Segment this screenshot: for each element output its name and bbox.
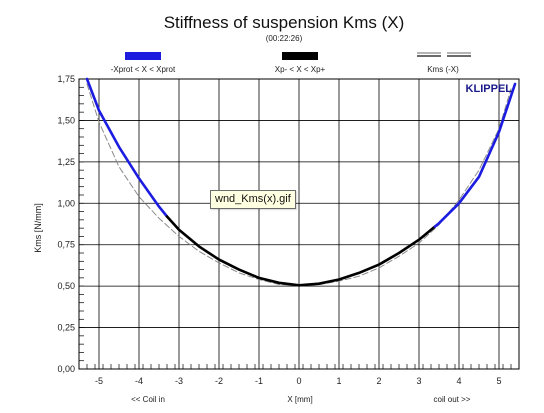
legend-label: -Xprot < X < Xprot xyxy=(111,65,176,74)
x-tick-label: 4 xyxy=(456,376,461,386)
x-tick-label: -3 xyxy=(175,376,183,386)
legend-label: Xp- < X < Xp+ xyxy=(275,65,326,74)
y-tick-label: 0,50 xyxy=(57,281,75,291)
filename-tooltip: wnd_Kms(x).gif xyxy=(210,190,296,209)
x-tick-label: 0 xyxy=(296,376,301,386)
x-tick-label: -2 xyxy=(215,376,223,386)
legend-swatch xyxy=(125,52,161,60)
series-line xyxy=(433,82,517,228)
series-line xyxy=(85,77,169,218)
grid xyxy=(79,78,519,370)
tick-layer xyxy=(78,78,520,370)
x-tick-label: -4 xyxy=(135,376,143,386)
x-axis-label: X [mm] xyxy=(287,395,312,404)
x-axis-right-note: coil out >> xyxy=(434,395,471,404)
y-tick-label: 0,75 xyxy=(57,240,75,250)
x-tick-label: -5 xyxy=(95,376,103,386)
x-tick-label: 1 xyxy=(336,376,341,386)
y-tick-label: 0,00 xyxy=(57,364,75,374)
legend: -Xprot < X < Xprot Xp- < X < Xp+ Kms (-X) xyxy=(111,52,471,74)
y-tick-label: 1,50 xyxy=(57,115,75,125)
y-tick-label: 1,75 xyxy=(57,74,75,84)
label-layer: -5 -4 -3 -2 -1 0 1 2 3 4 5 0,00 0,25 0,50 0,75 1,00 1,25… xyxy=(57,74,501,386)
legend-label: Kms (-X) xyxy=(427,65,459,74)
y-axis-label: Kms [N/mm] xyxy=(33,203,43,253)
y-tick-label: 1,25 xyxy=(57,157,75,167)
x-tick-label: 5 xyxy=(496,376,501,386)
x-tick-label: 2 xyxy=(376,376,381,386)
series-layer xyxy=(85,77,517,287)
legend-swatch xyxy=(282,52,318,60)
series-line xyxy=(165,215,437,287)
klippel-brand: KLIPPEL xyxy=(466,83,513,95)
chart-title: Stiffness of suspension Kms (X) xyxy=(164,13,405,32)
y-tick-label: 1,00 xyxy=(57,198,75,208)
x-axis-left-note: << Coil in xyxy=(131,395,165,404)
x-tick-label: 3 xyxy=(416,376,421,386)
x-tick-label: -1 xyxy=(255,376,263,386)
y-tick-label: 0,25 xyxy=(57,323,75,333)
chart-subtitle: (00:22:26) xyxy=(266,34,303,43)
